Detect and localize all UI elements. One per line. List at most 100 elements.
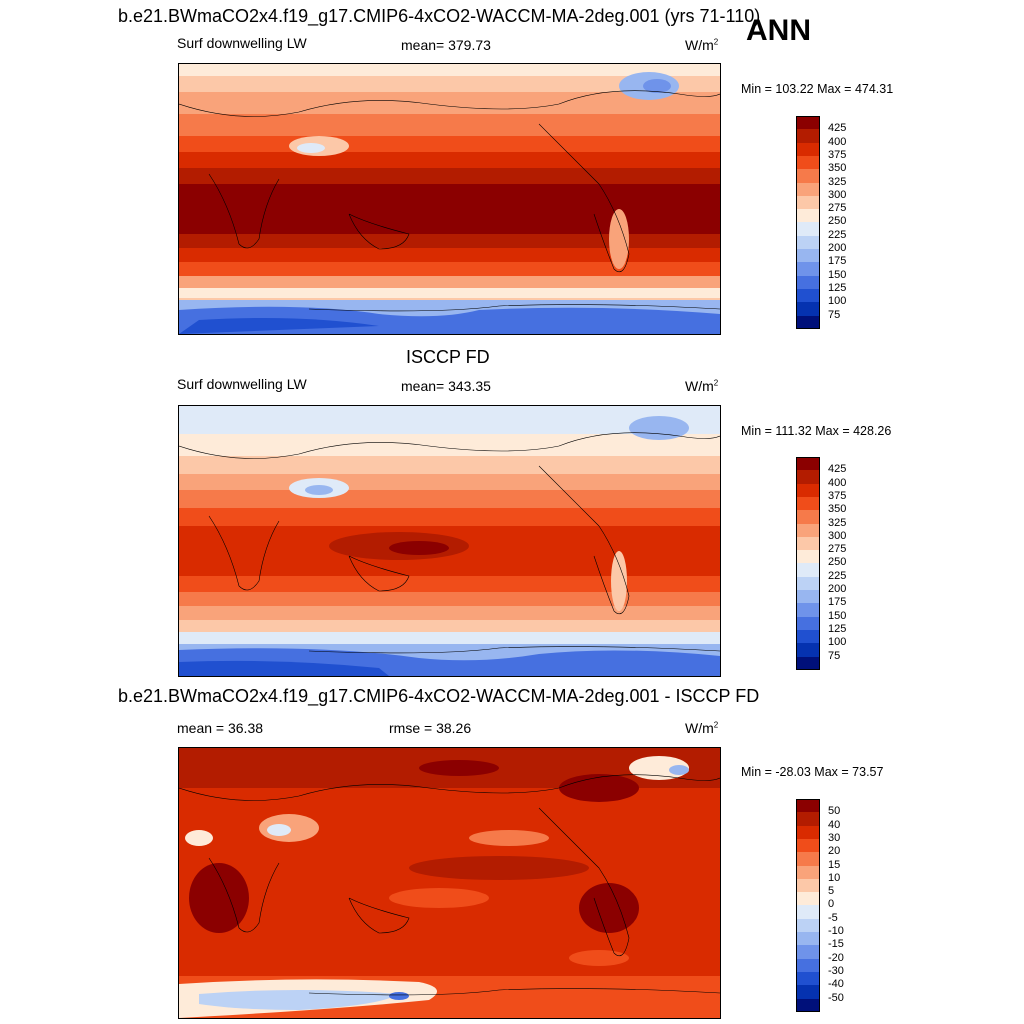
colorbar-label: -40 xyxy=(828,978,844,991)
panel2-variable: Surf downwelling LW xyxy=(177,376,307,392)
panel2-map xyxy=(178,405,721,677)
colorbar-swatch xyxy=(796,576,820,591)
colorbar-label: -50 xyxy=(828,991,844,1004)
colorbar-label: 200 xyxy=(828,242,847,254)
colorbar-swatch xyxy=(796,643,820,657)
colorbar-swatch xyxy=(796,852,820,866)
colorbar-swatch xyxy=(796,905,820,920)
panel1-colorbar: 425 400 375 350 325 300 275 250 225 200 175 150 125 1… xyxy=(796,116,866,330)
panel2-minmax: Min = 111.32 Max = 428.26 xyxy=(741,424,892,438)
panel3-colorbar: 50 40 30 20 15 10 5 0 -5 -10 -15 -20 -30 -40 -50 xyxy=(796,799,866,1013)
colorbar-label: 250 xyxy=(828,556,847,569)
colorbar-label: 325 xyxy=(828,175,847,188)
panel1-variable: Surf downwelling LW xyxy=(177,35,307,51)
panel2-title: ISCCP FD xyxy=(406,347,490,367)
colorbar-swatch xyxy=(796,971,820,986)
colorbar-label: 400 xyxy=(828,476,847,489)
colorbar-swatch xyxy=(796,825,820,840)
colorbar-swatch xyxy=(796,209,820,223)
colorbar-label: 20 xyxy=(828,845,841,858)
colorbar-label: 375 xyxy=(828,148,847,161)
colorbar-swatch xyxy=(796,302,820,316)
colorbar-swatch xyxy=(796,275,820,290)
colorbar-label: 50 xyxy=(828,805,841,818)
colorbar-label: 175 xyxy=(828,255,847,268)
colorbar-label: 225 xyxy=(828,569,847,582)
panel3-rmse: rmse = 38.26 xyxy=(389,720,472,736)
colorbar-label: -15 xyxy=(828,938,844,951)
colorbar-swatch xyxy=(796,536,820,551)
colorbar-label: 275 xyxy=(828,543,847,556)
colorbar-swatch xyxy=(796,865,820,880)
colorbar-swatch xyxy=(796,470,820,485)
colorbar-label: 250 xyxy=(828,215,847,228)
colorbar-label: 150 xyxy=(828,609,847,622)
colorbar-swatch xyxy=(796,222,820,237)
panel1-map-field xyxy=(179,64,720,334)
colorbar-swatch xyxy=(796,838,820,853)
colorbar-swatch xyxy=(796,629,820,644)
colorbar-label: 300 xyxy=(828,529,847,542)
colorbar-swatch xyxy=(796,457,820,471)
colorbar-label: 150 xyxy=(828,268,847,281)
colorbar-label: 300 xyxy=(828,188,847,201)
panel2-units: W/m2 xyxy=(685,378,719,394)
colorbar-label: 125 xyxy=(828,281,847,294)
colorbar-swatch xyxy=(796,603,820,618)
colorbar-label: 100 xyxy=(828,636,847,649)
colorbar-label: 325 xyxy=(828,516,847,529)
colorbar-swatch xyxy=(796,288,820,303)
colorbar-swatch xyxy=(796,483,820,498)
colorbar-label: -30 xyxy=(828,964,844,977)
panel3-minmax: Min = -28.03 Max = 73.57 xyxy=(741,765,884,779)
colorbar-swatch xyxy=(796,195,820,210)
colorbar-swatch xyxy=(796,249,820,263)
colorbar-swatch xyxy=(796,563,820,578)
colorbar-label: 40 xyxy=(828,818,841,831)
colorbar-swatch xyxy=(796,169,820,183)
colorbar-label: 30 xyxy=(828,831,841,844)
panel3-map-field xyxy=(179,748,720,1018)
colorbar-label: 10 xyxy=(828,871,841,884)
colorbar-label: 0 xyxy=(828,898,835,911)
colorbar-swatch xyxy=(796,262,820,277)
colorbar-swatch xyxy=(796,958,820,973)
colorbar-swatch xyxy=(796,550,820,564)
colorbar-label: 100 xyxy=(828,295,847,308)
colorbar-swatch xyxy=(796,116,820,130)
panel2-colorbar: 425 400 375 350 325 300 275 250 225 200 175 150 125 1… xyxy=(796,457,866,671)
colorbar-swatch xyxy=(796,656,820,671)
colorbar-label: 125 xyxy=(828,622,847,635)
season-label: ANN xyxy=(746,14,811,47)
colorbar-label: 375 xyxy=(828,489,847,502)
colorbar-swatch xyxy=(796,892,820,906)
colorbar-swatch xyxy=(796,590,820,604)
colorbar-label: 275 xyxy=(828,202,847,215)
colorbar-swatch xyxy=(796,616,820,631)
colorbar-swatch xyxy=(796,799,820,813)
colorbar-label: 5 xyxy=(828,885,835,898)
colorbar-label: 225 xyxy=(828,228,847,241)
colorbar-label: 75 xyxy=(828,308,841,321)
colorbar-swatch xyxy=(796,878,820,893)
colorbar-label: 425 xyxy=(828,122,847,135)
colorbar-label: 200 xyxy=(828,583,847,595)
panel3-map xyxy=(178,747,721,1019)
colorbar-label: -5 xyxy=(828,911,838,924)
panel2-mean: mean= 343.35 xyxy=(401,378,491,394)
panel1-mean: mean= 379.73 xyxy=(401,37,491,53)
panel2-map-field xyxy=(179,406,720,676)
colorbar-swatch xyxy=(796,998,820,1013)
colorbar-swatch xyxy=(796,510,820,524)
colorbar-swatch xyxy=(796,235,820,250)
colorbar-label: 350 xyxy=(828,503,847,516)
panel1-units: W/m2 xyxy=(685,37,719,53)
colorbar-swatch xyxy=(796,155,820,170)
colorbar-label: 175 xyxy=(828,596,847,609)
colorbar-swatch xyxy=(796,129,820,144)
colorbar-swatch xyxy=(796,523,820,538)
colorbar-label: -10 xyxy=(828,925,844,937)
colorbar-label: -20 xyxy=(828,951,844,964)
colorbar-swatch xyxy=(796,945,820,960)
panel1-map xyxy=(178,63,721,335)
